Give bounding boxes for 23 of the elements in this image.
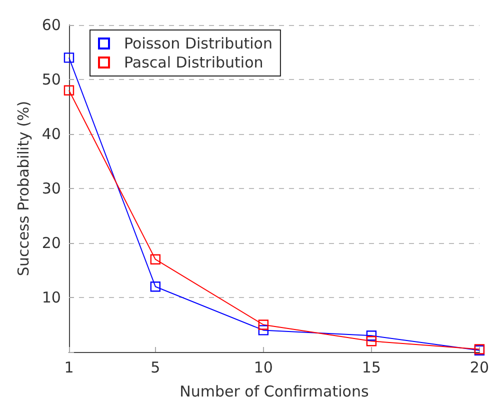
y-tick-label: 50	[42, 70, 61, 88]
point	[150, 254, 160, 264]
point	[366, 336, 377, 346]
x-tick-label: 10	[254, 358, 273, 376]
x-tick-label: 15	[362, 358, 381, 376]
point	[366, 330, 377, 341]
y-tick-label: 10	[42, 288, 61, 306]
legend-label: Pascal Distribution	[124, 54, 264, 72]
x-tick-label: 5	[150, 358, 160, 376]
legend-label: Poisson Distribution	[124, 34, 272, 52]
y-axis-title: Success Probability (%)	[14, 100, 32, 276]
point	[258, 320, 269, 330]
y-tick-label: 40	[42, 125, 61, 143]
point	[64, 52, 74, 63]
point	[150, 282, 160, 292]
y-tick-label: 60	[42, 16, 61, 34]
x-tick-label: 1	[64, 358, 74, 376]
x-axis-title: Number of Confirmations	[180, 382, 369, 400]
y-tick-label: 20	[42, 234, 61, 252]
y-tick-label: 30	[42, 180, 61, 198]
point	[64, 85, 74, 96]
x-tick-label: 20	[470, 358, 490, 376]
point	[258, 325, 269, 336]
